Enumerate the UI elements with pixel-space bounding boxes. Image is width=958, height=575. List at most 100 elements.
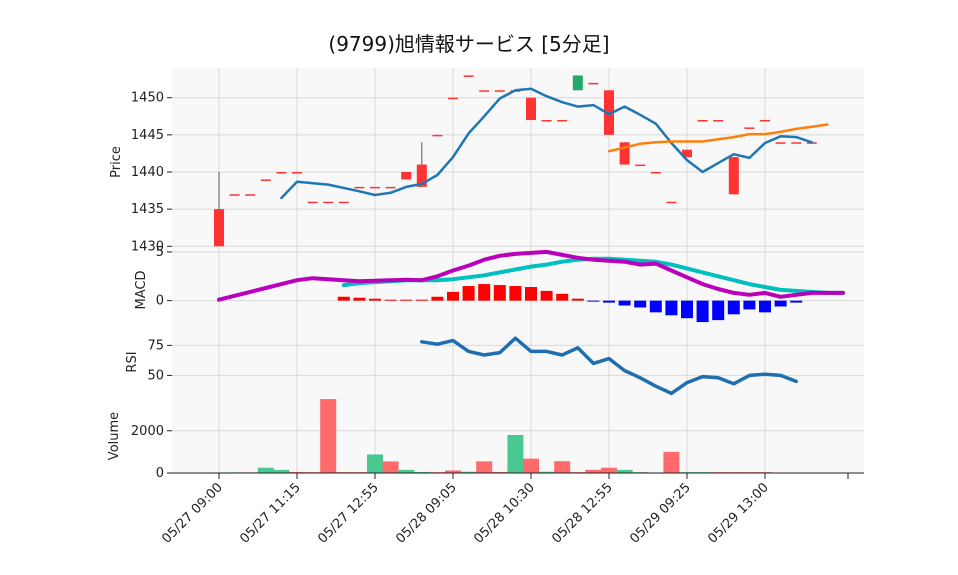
volume-ytick-label-0: 0 [156,466,164,481]
macd-hist-bar-30 [681,300,693,319]
macd-hist-bar-13 [415,299,428,301]
candle-body-34 [744,127,755,129]
candle-body-0 [214,209,224,247]
macd-hist-bar-18 [493,285,506,301]
volume-bar-26 [616,469,633,473]
chart-title: (9799)旭情報サービス [5分足] [328,32,609,56]
price-ytick-label-0: 1430 [131,239,164,254]
volume-bar-24 [585,469,602,473]
macd-hist-bar-26 [618,300,631,306]
rsi-panel-bg [172,325,864,397]
x-tick-label-5: 05/28 12:55 [549,480,616,547]
price-ytick-label-2: 1440 [131,165,164,180]
macd-hist-bar-8 [337,296,350,301]
candle-body-33 [728,157,739,195]
candle-body-23 [572,75,583,91]
x-tick-label-2: 05/27 12:55 [315,480,382,547]
candle-body-3 [260,179,271,181]
macd-hist-bar-22 [556,293,569,301]
macd-hist-bar-37 [790,300,803,303]
volume-bar-29 [663,451,680,473]
candle-body-10 [370,186,380,189]
rsi-ytick-label-1: 75 [147,338,164,353]
candle-body-15 [448,97,458,100]
candle-body-37 [791,142,802,144]
x-tick-label-1: 05/27 11:15 [237,480,304,547]
volume-bar-17 [476,461,493,473]
volume-bar-13 [413,471,430,473]
x-tick-label-6: 05/29 09:25 [627,480,694,547]
macd-hist-bar-34 [743,300,756,310]
volume-bar-18 [491,471,508,473]
macd-hist-bar-36 [774,300,787,307]
volume-bar-12 [398,469,415,473]
candle-body-5 [292,172,302,174]
x-tick-label-4: 05/28 10:30 [471,480,538,547]
price-ytick-label-1: 1435 [131,202,164,217]
macd-hist-bar-25 [603,300,615,303]
volume-bar-19 [507,435,524,473]
macd-hist-bar-21 [540,290,553,301]
candle-body-35 [760,120,770,122]
candle-body-14 [432,134,443,137]
rsi-axis-label: RSI [125,351,140,372]
candle-body-36 [775,142,786,144]
candle-body-29 [666,201,677,204]
volume-bar-11 [382,461,399,473]
x-tick-label-0: 05/27 09:00 [159,480,226,547]
volume-bar-4 [273,469,290,473]
candle-body-18 [494,90,505,92]
volume-bar-5 [289,471,305,473]
candle-body-20 [526,97,536,120]
volume-axis-label: Volume [107,412,122,460]
macd-hist-bar-32 [712,300,725,321]
macd-ytick-label-0: 0 [156,294,164,309]
candle-body-32 [713,120,724,122]
volume-ytick-label-1: 2000 [131,424,164,439]
macd-hist-bar-9 [353,297,366,301]
candle-body-22 [557,120,568,122]
candle-body-13 [416,164,427,187]
price-ytick-label-4: 1450 [131,91,164,106]
price-panel-bg [172,68,864,250]
candle-body-11 [385,186,396,189]
candle-body-31 [697,120,708,122]
macd-hist-bar-16 [462,286,475,301]
macd-line [217,249,845,302]
ma-long-line [607,123,829,153]
macd-hist-bar-15 [447,291,459,301]
volume-bar-7 [320,399,337,473]
macd-hist-bar-27 [634,300,647,308]
candle-body-12 [401,172,412,180]
volume-bar-25 [601,467,617,473]
candle-body-9 [354,186,365,189]
x-tick-label-3: 05/28 09:05 [393,480,460,547]
macd-hist-bar-17 [478,284,491,301]
macd-ytick-label-1: 5 [156,245,164,260]
macd-hist-bar-20 [525,287,537,301]
rsi-line [420,336,798,396]
x-tick-label-7: 05/29 13:00 [705,480,772,547]
macd-hist-bar-19 [509,286,522,301]
volume-bar-10 [367,454,383,473]
macd-hist-bar-24 [587,300,600,302]
volume-bar-21 [538,471,555,473]
macd-hist-bar-33 [727,300,740,315]
candle-body-6 [307,201,318,204]
candle-body-4 [276,172,287,174]
volume-bar-15 [445,470,461,473]
candle-body-25 [604,90,614,135]
volume-bar-20 [523,458,539,473]
macd-hist-bar-28 [649,300,662,313]
candle-body-27 [635,164,646,167]
candle-body-8 [338,201,349,204]
candle-body-7 [323,201,334,204]
macd-hist-bar-12 [400,299,413,301]
volume-bar-3 [257,467,274,473]
candle-body-1 [229,194,240,196]
macd-hist-bar-35 [759,300,771,313]
volume-bar-16 [460,471,477,473]
macd-hist-bar-11 [384,299,397,301]
candle-body-21 [541,120,552,122]
